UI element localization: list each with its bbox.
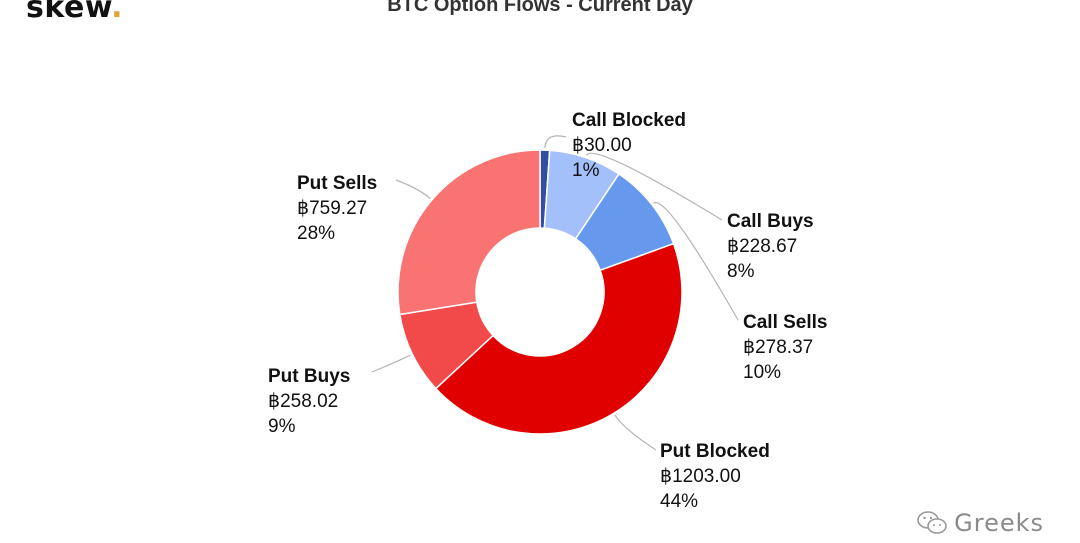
label-name-call-sells: Call Sells xyxy=(743,312,828,333)
label-value-call-buys: ฿228.67 xyxy=(727,236,797,257)
label-name-call-buys: Call Buys xyxy=(727,211,814,232)
leader-line-call-buys xyxy=(585,152,723,221)
label-percent-call-sells: 10% xyxy=(743,362,781,383)
leader-line-put-blocked xyxy=(614,414,657,451)
logo-dot: . xyxy=(111,0,124,25)
label-value-call-sells: ฿278.37 xyxy=(743,337,813,358)
label-name-put-sells: Put Sells xyxy=(297,173,377,194)
slice-put-sells[interactable] xyxy=(397,149,541,316)
label-name-put-blocked: Put Blocked xyxy=(660,441,770,462)
slice-put-blocked[interactable] xyxy=(434,242,683,435)
label-percent-call-buys: 8% xyxy=(727,261,755,282)
chart-title: BTC Option Flows - Current Day xyxy=(387,0,693,16)
skew-logo: skew. xyxy=(26,0,123,25)
label-percent-put-buys: 9% xyxy=(268,416,296,437)
leader-line-put-buys xyxy=(371,354,411,373)
label-name-call-blocked: Call Blocked xyxy=(572,110,686,131)
logo-text: skew xyxy=(26,0,112,25)
label-value-put-sells: ฿759.27 xyxy=(297,198,367,219)
watermark: Greeks xyxy=(916,509,1044,537)
labels-group: Call Blocked ฿30.00 1% Call Buys ฿228.67 8% Ca… xyxy=(268,110,828,512)
label-value-call-blocked: ฿30.00 xyxy=(572,135,632,156)
label-name-put-buys: Put Buys xyxy=(268,366,350,387)
label-value-put-blocked: ฿1203.00 xyxy=(660,466,741,487)
slices-group xyxy=(397,149,683,435)
watermark-text: Greeks xyxy=(954,509,1044,537)
label-percent-call-blocked: 1% xyxy=(572,160,600,181)
wechat-icon xyxy=(917,511,947,534)
leader-lines-group xyxy=(371,135,739,451)
leader-line-put-sells xyxy=(395,179,431,200)
label-percent-put-blocked: 44% xyxy=(660,491,698,512)
leader-line-call-sells xyxy=(653,201,739,321)
label-percent-put-sells: 28% xyxy=(297,223,335,244)
label-value-put-buys: ฿258.02 xyxy=(268,391,338,412)
leader-line-call-blocked xyxy=(544,135,567,149)
